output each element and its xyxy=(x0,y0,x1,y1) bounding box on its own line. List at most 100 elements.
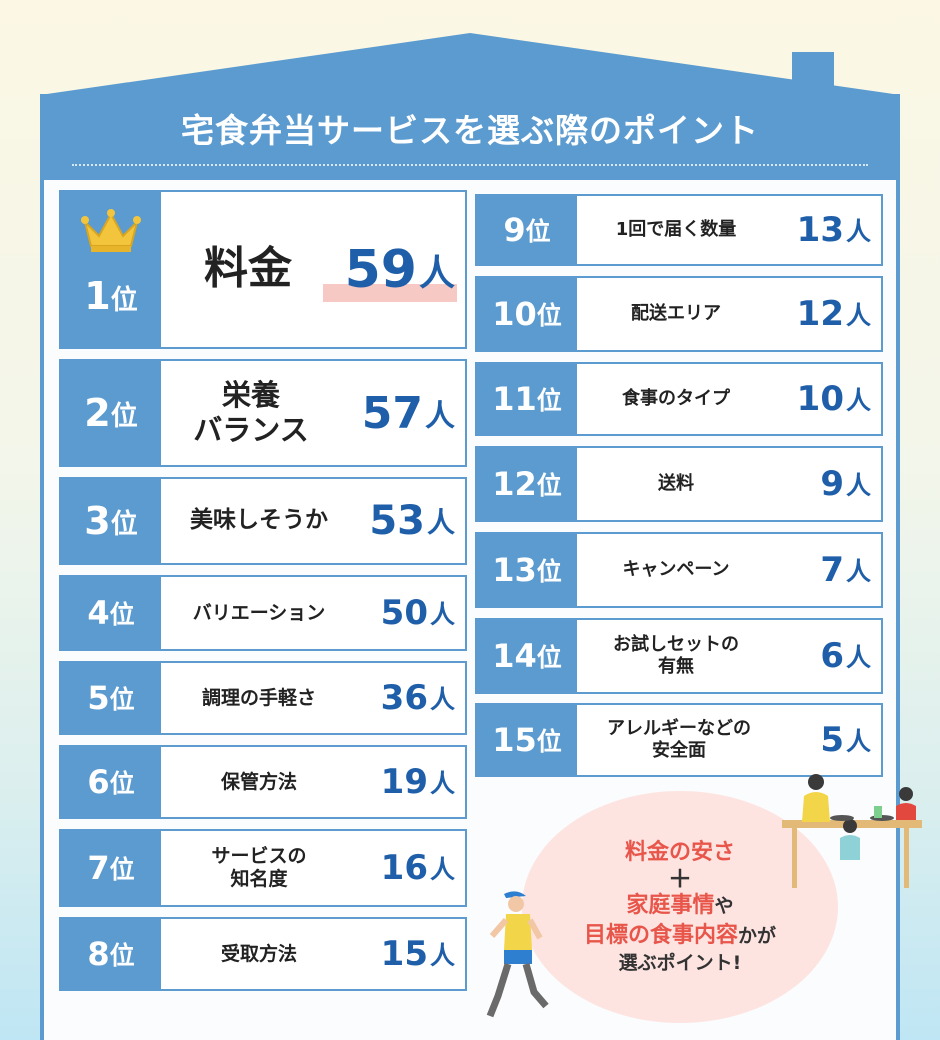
count-number: 13 xyxy=(796,210,844,250)
count-unit: 人 xyxy=(845,471,871,500)
count-highlight xyxy=(323,284,457,302)
rank-badge: 11 位 xyxy=(477,364,577,434)
rank-number: 4 xyxy=(87,594,110,632)
crown-icon xyxy=(81,208,141,252)
rank-number: 2 xyxy=(84,391,111,435)
rank-suffix: 位 xyxy=(536,301,562,330)
count-number: 50 xyxy=(380,593,428,633)
rank-suffix: 位 xyxy=(109,685,135,714)
count: 12 人 xyxy=(767,278,871,350)
rank-number: 1 xyxy=(84,273,111,318)
bubble-plus: ＋ xyxy=(668,865,692,894)
count-unit: 人 xyxy=(429,941,455,970)
rank-number: 7 xyxy=(87,849,110,887)
rank-suffix: 位 xyxy=(525,217,551,246)
count-number: 10 xyxy=(796,379,844,419)
count: 57 人 xyxy=(331,361,455,465)
count-unit: 人 xyxy=(845,217,871,246)
bubble-line-2-red: 家庭事情 xyxy=(626,893,715,919)
count-unit: 人 xyxy=(845,386,871,415)
page-title: 宅食弁当サービスを選ぶ際のポイント xyxy=(181,111,759,150)
item-label: 料金 xyxy=(204,243,292,295)
bubble-line-2: 家庭事情や xyxy=(626,891,733,921)
title-divider xyxy=(72,164,868,166)
count-number: 16 xyxy=(380,848,428,888)
rank-row-1: 1位 料金 59 人 xyxy=(59,190,467,349)
rank-suffix: 位 xyxy=(109,769,135,798)
count-unit: 人 xyxy=(425,399,455,434)
family-dining-illustration xyxy=(782,774,922,888)
count-unit: 人 xyxy=(418,252,455,294)
rank-number: 15 xyxy=(492,721,537,759)
item-label: 送料 xyxy=(658,473,694,495)
rank-number: 14 xyxy=(492,637,537,675)
count-unit: 人 xyxy=(845,727,871,756)
count-number: 57 xyxy=(361,387,423,439)
bubble-line-4: 選ぶポイント! xyxy=(618,951,742,974)
item-label: 受取方法 xyxy=(220,942,297,965)
item-label: 栄養 バランス xyxy=(193,378,309,447)
count-unit: 人 xyxy=(429,600,455,629)
rank-number: 12 xyxy=(492,465,537,503)
rank-number: 9 xyxy=(503,211,526,249)
count-number: 9 xyxy=(820,464,844,504)
count: 16 人 xyxy=(341,831,455,905)
item-label: キャンペーン xyxy=(622,559,730,581)
rank-number: 8 xyxy=(87,935,110,973)
rank-badge: 12 位 xyxy=(477,448,577,520)
rank-badge: 15 位 xyxy=(477,705,577,775)
rank-suffix: 位 xyxy=(109,941,135,970)
rank-suffix: 位 xyxy=(110,508,138,540)
count-number: 59 xyxy=(344,239,417,300)
bubble-line-3-dark: かが xyxy=(738,925,777,948)
count-unit: 人 xyxy=(845,643,871,672)
count: 59 人 xyxy=(311,192,455,347)
item-label: 食事のタイプ xyxy=(622,388,730,410)
item-label: 調理の手軽さ xyxy=(201,686,316,709)
rank-badge: 10 位 xyxy=(477,278,577,350)
house-chimney xyxy=(792,52,834,96)
rank-badge: 14 位 xyxy=(477,620,577,692)
item-label: サービスの 知名度 xyxy=(211,845,307,890)
count-unit: 人 xyxy=(845,557,871,586)
rank-suffix: 位 xyxy=(536,643,562,672)
count-number: 36 xyxy=(380,678,428,718)
count-number: 6 xyxy=(820,636,844,676)
count-unit: 人 xyxy=(845,301,871,330)
rank-suffix: 位 xyxy=(536,386,562,415)
count-number: 53 xyxy=(369,498,425,544)
rank-suffix: 位 xyxy=(536,471,562,500)
rank-number: 6 xyxy=(87,763,110,801)
rank-badge: 13 位 xyxy=(477,534,577,606)
count: 50 人 xyxy=(341,577,455,649)
rank-number: 10 xyxy=(492,295,537,333)
house-roof xyxy=(40,33,900,95)
rank-number: 13 xyxy=(492,551,537,589)
item-label: お試しセットの 有無 xyxy=(613,634,739,677)
rank-badge: 1位 xyxy=(61,192,161,347)
rank-suffix: 位 xyxy=(536,557,562,586)
bubble-line-1: 料金の安さ xyxy=(624,839,735,865)
rank-suffix: 位 xyxy=(109,855,135,884)
rank-suffix: 位 xyxy=(536,727,562,756)
count-number: 5 xyxy=(820,720,844,760)
summary-bubble: 料金の安さ ＋ 家庭事情や 目標の食事内容かが 選ぶポイント! xyxy=(522,791,838,1023)
rank-row-10: 10 位 配送エリア 12 人 xyxy=(475,276,883,352)
rank-suffix: 位 xyxy=(109,600,135,629)
count-unit: 人 xyxy=(429,855,455,884)
bubble-line-3: 目標の食事内容かが xyxy=(584,921,776,951)
